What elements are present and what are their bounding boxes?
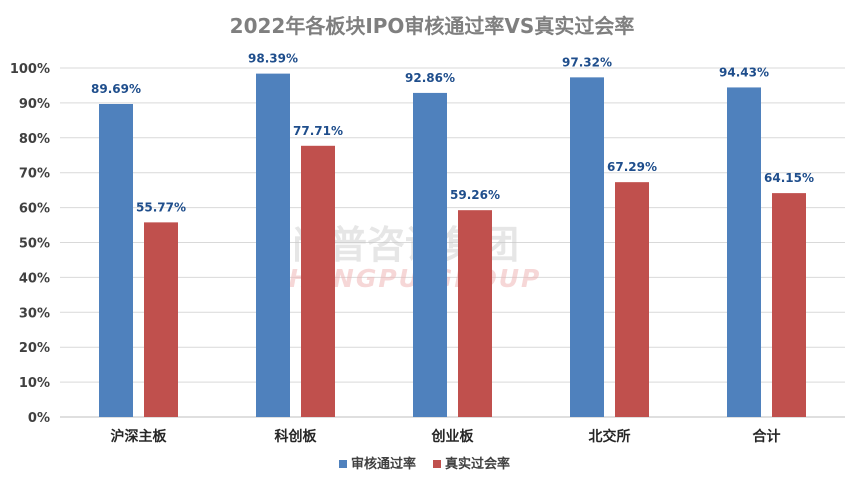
x-category-label: 沪深主板 <box>111 428 168 445</box>
bar-series-1 <box>256 73 290 417</box>
x-axis-categories: 沪深主板 科创板 创业板 北交所 合计 <box>111 428 781 445</box>
legend-label-series-1: 审核通过率 <box>351 456 416 472</box>
data-label: 67.29% <box>607 160 657 174</box>
x-category-label: 北交所 <box>589 428 631 445</box>
data-label: 64.15% <box>764 171 814 185</box>
data-label: 77.71% <box>293 124 343 138</box>
data-label: 59.26% <box>450 188 500 202</box>
bar-series-1 <box>570 77 604 417</box>
y-tick-label: 30% <box>19 306 50 321</box>
bar-series-1 <box>727 87 761 417</box>
bar-series-1 <box>413 92 447 417</box>
data-label: 55.77% <box>136 200 186 214</box>
legend-swatch-series-1 <box>339 460 347 468</box>
bar-series-2 <box>144 222 178 417</box>
bar-series-2 <box>458 210 492 417</box>
chart-title: 2022年各板块IPO审核通过率VS真实过会率 <box>230 14 635 38</box>
y-tick-label: 60% <box>19 202 50 217</box>
data-label-layer: 89.69% 55.77% 98.39% 77.71% 92.86% 59.26% 97.3… <box>91 52 814 215</box>
data-label: 92.86% <box>405 71 455 85</box>
y-tick-label: 20% <box>19 341 50 356</box>
x-category-label: 科创板 <box>275 428 318 445</box>
data-label: 97.32% <box>562 55 612 69</box>
data-label: 94.43% <box>719 65 769 79</box>
y-tick-label: 40% <box>19 271 50 286</box>
y-tick-label: 10% <box>19 376 50 391</box>
y-tick-label: 50% <box>19 237 50 252</box>
y-tick-label: 0% <box>28 411 50 426</box>
data-label: 98.39% <box>248 52 298 66</box>
bar-layer <box>99 73 806 417</box>
x-category-label: 合计 <box>753 428 781 445</box>
y-tick-label: 90% <box>19 97 50 112</box>
grid-layer <box>60 67 845 418</box>
bar-series-1 <box>99 103 133 417</box>
legend-swatch-series-2 <box>433 460 441 468</box>
bar-series-2 <box>772 193 806 417</box>
y-tick-label: 100% <box>10 62 50 77</box>
legend: 审核通过率 真实过会率 <box>339 456 510 472</box>
x-category-label: 创业板 <box>431 428 475 445</box>
y-tick-label: 70% <box>19 167 50 182</box>
y-axis-ticks: 0% 10% 20% 30% 40% 50% 60% 70% 80% 90% 100% <box>10 62 50 426</box>
y-tick-label: 80% <box>19 132 50 147</box>
bar-series-2 <box>301 145 335 417</box>
data-label: 89.69% <box>91 82 141 96</box>
bar-series-2 <box>615 182 649 417</box>
legend-label-series-2: 真实过会率 <box>445 456 510 472</box>
